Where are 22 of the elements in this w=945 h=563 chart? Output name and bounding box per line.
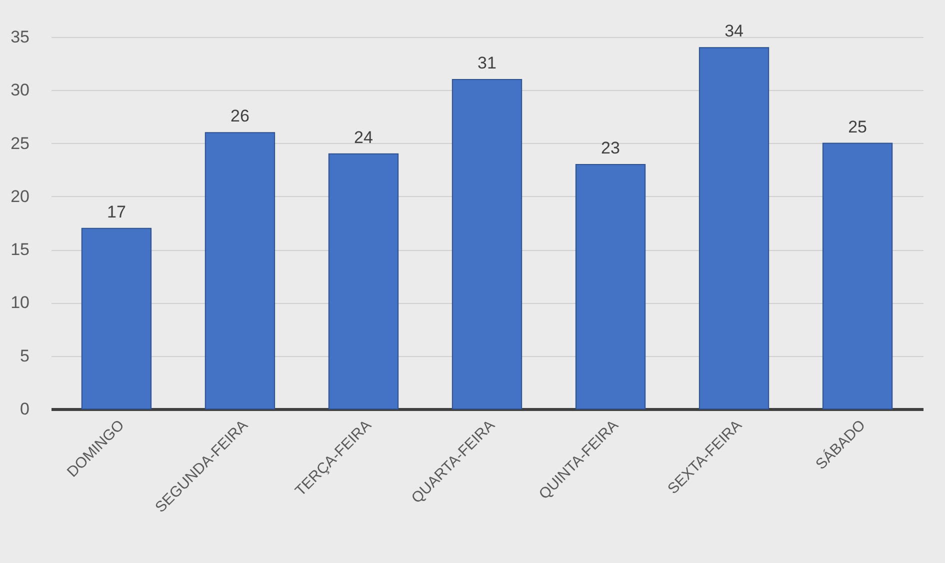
y-tick-label: 20	[10, 186, 30, 206]
y-tick-label: 0	[20, 400, 30, 418]
y-tick-label: 35	[10, 28, 30, 46]
y-tick-label: 10	[10, 293, 30, 312]
data-label: 26	[230, 106, 250, 126]
data-label: 23	[601, 138, 620, 158]
bar	[575, 164, 646, 410]
data-label: 31	[478, 54, 496, 73]
y-tick-label: 30	[10, 80, 30, 100]
bar	[452, 79, 522, 410]
bar	[328, 153, 399, 410]
y-tick-label: 5	[20, 346, 30, 366]
data-label: 25	[848, 117, 867, 136]
bar	[698, 47, 770, 410]
bar	[81, 228, 152, 410]
data-label: 17	[107, 202, 126, 222]
y-tick-label: 15	[10, 240, 30, 260]
y-tick-label: 25	[10, 134, 30, 153]
data-label: 24	[354, 128, 373, 147]
bar	[204, 132, 276, 410]
bar	[822, 142, 893, 410]
data-label: 34	[724, 22, 744, 41]
